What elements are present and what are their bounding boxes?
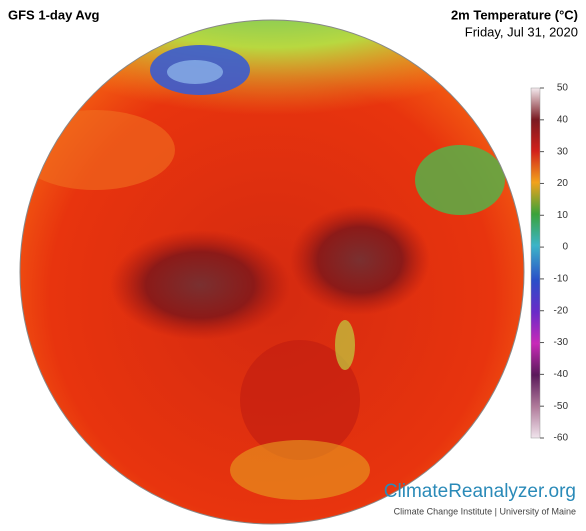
variable: 2m Temperature (°C) — [451, 7, 578, 22]
colorbar — [530, 87, 541, 439]
colorbar-tick-label: 10 — [557, 210, 569, 221]
colorbar-tick-label: -60 — [554, 433, 569, 444]
title: GFS 1-day Avg — [8, 7, 100, 22]
colorbar-tick-label: 0 — [562, 242, 568, 253]
colorbar-tick-label: 50 — [557, 83, 569, 94]
globe — [20, 20, 524, 524]
brand: ClimateReanalyzer.org — [384, 481, 576, 502]
colorbar-tick-label: -20 — [554, 305, 569, 316]
colorbar-tick-label: -40 — [554, 369, 569, 380]
date: Friday, Jul 31, 2020 — [465, 24, 578, 39]
colorbar-tick-label: 40 — [557, 114, 569, 125]
credit: Climate Change Institute | University of… — [394, 506, 576, 516]
globe-outline — [19, 19, 525, 525]
colorbar-tick-label: -50 — [554, 401, 569, 412]
colorbar-tick-label: -30 — [554, 337, 569, 348]
colorbar-tick-label: 20 — [557, 178, 569, 189]
colorbar-tick-label: 30 — [557, 146, 569, 157]
colorbar-tick-label: -10 — [554, 274, 569, 285]
